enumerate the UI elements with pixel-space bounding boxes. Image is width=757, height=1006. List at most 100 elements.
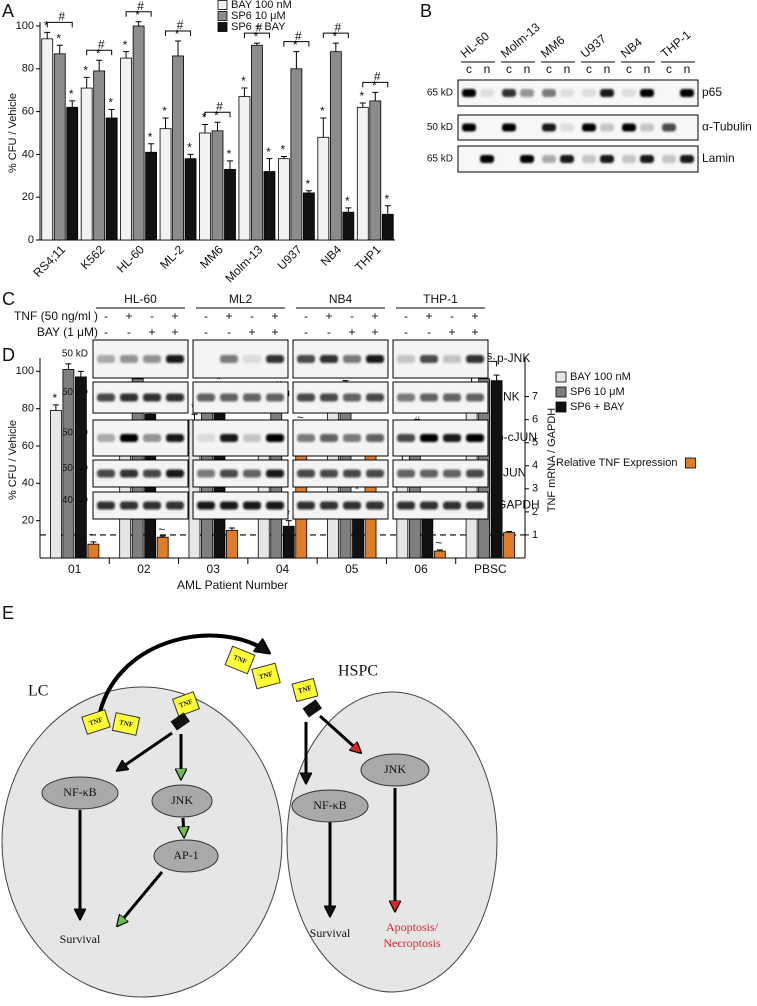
molecular-weight: 65 kD (427, 154, 453, 165)
blot-band (166, 434, 184, 442)
x-tick-label: ML-2 (157, 242, 186, 271)
error-bar (90, 541, 97, 545)
y2-tick-label: 4 (532, 460, 538, 472)
blot-strip (457, 114, 699, 141)
error-bar (253, 42, 260, 46)
blot-band (600, 123, 614, 132)
panel-label: B (420, 1, 432, 21)
blot-band (243, 393, 261, 402)
error-bar (65, 363, 72, 370)
blot-band (143, 469, 161, 478)
significance-mark: * (187, 141, 192, 155)
bar (224, 168, 236, 241)
y2-tick-label: 1 (532, 529, 538, 541)
treatment-sign: + (325, 309, 332, 323)
blot-band (443, 355, 461, 363)
significance-mark: * (148, 130, 153, 144)
comparison-label: # (58, 10, 65, 24)
x-tick-label: K562 (78, 242, 108, 272)
fraction-label: c (466, 62, 472, 76)
lane-label: MM6 (538, 33, 568, 61)
bar (93, 70, 106, 241)
bar (356, 106, 369, 241)
tnf-label: TNF (88, 716, 104, 728)
outcome-label: Apoptosis/ (386, 920, 439, 934)
error-bar (228, 527, 235, 531)
legend-swatch (217, 0, 228, 10)
receptor (170, 712, 190, 731)
bar (41, 38, 54, 241)
x-tick-label: 04 (276, 562, 290, 576)
y-tick-label: 100 (16, 20, 34, 32)
blot-band (97, 501, 115, 510)
bar (184, 158, 197, 241)
bar (381, 213, 394, 241)
cell-line-label: THP-1 (423, 292, 458, 306)
blot-band (662, 155, 676, 163)
treatment-sign: - (450, 309, 454, 323)
treatment-sign: + (448, 325, 455, 339)
cell-line-label: HL-60 (124, 292, 157, 306)
blot-band (420, 355, 438, 363)
fraction-label: n (604, 62, 611, 76)
treatment-sign: - (404, 309, 408, 323)
protein-label: GAPDH (497, 498, 540, 512)
blot-band (443, 393, 461, 402)
bar (159, 128, 172, 241)
error-bar (69, 100, 76, 108)
y2-axis-label: TNF mRNA / GAPDH (546, 408, 558, 513)
arrow (118, 871, 164, 925)
x-axis-label: AML Patient Number (177, 578, 288, 592)
legend-swatch (217, 11, 228, 21)
blot-band (366, 355, 384, 363)
y-axis-label: % CFU / Vehicle (7, 420, 19, 500)
tnf-box: TNF (111, 712, 141, 736)
error-bar (135, 21, 142, 26)
bar (302, 192, 315, 241)
error-bar (227, 160, 233, 170)
legend-label: SP6 + BAY (570, 401, 625, 413)
blot-band (120, 469, 138, 478)
error-bar (52, 404, 59, 411)
bar (49, 410, 62, 559)
lane-label: THP-1 (658, 28, 694, 61)
x-tick-label: RS4;11 (31, 242, 69, 280)
treatment-sign: + (371, 309, 378, 323)
tnf-box: TNF (224, 645, 256, 675)
legend-label: BAY 100 nM (570, 371, 631, 383)
blot-band (420, 501, 438, 510)
blot-band (366, 501, 384, 510)
tnf-box: TNF (291, 677, 319, 703)
blot-band (297, 501, 315, 510)
x-tick-label: Molm-13 (222, 242, 265, 285)
comparison-label: # (374, 70, 381, 84)
bar (132, 25, 145, 241)
fraction-label: c (506, 62, 512, 76)
fraction-label: n (564, 62, 571, 76)
error-bar (123, 51, 130, 59)
blot-band (297, 434, 315, 442)
treatment-sign: - (104, 309, 108, 323)
molecular-weight: 50 kD (62, 428, 88, 439)
blot-band (560, 155, 574, 163)
node (360, 753, 430, 787)
bar (342, 211, 355, 241)
fraction-label: c (666, 62, 672, 76)
error-bar (293, 51, 300, 69)
blot-band (680, 155, 694, 163)
fraction-label: n (524, 62, 531, 76)
blot-band (502, 123, 516, 132)
blot-band (600, 89, 614, 97)
bar (105, 117, 118, 241)
blot-band (243, 469, 261, 478)
protein-label: α-Tubulin (702, 120, 752, 134)
blot-band (466, 501, 484, 510)
blot-band (462, 123, 476, 132)
protein-label: p65 (702, 85, 722, 99)
y-tick-label: 0 (28, 234, 34, 246)
tnf-box: TNF (251, 662, 281, 690)
fraction-label: n (644, 62, 651, 76)
significance-mark: * (83, 64, 88, 78)
lane-label: NB4 (618, 35, 645, 61)
